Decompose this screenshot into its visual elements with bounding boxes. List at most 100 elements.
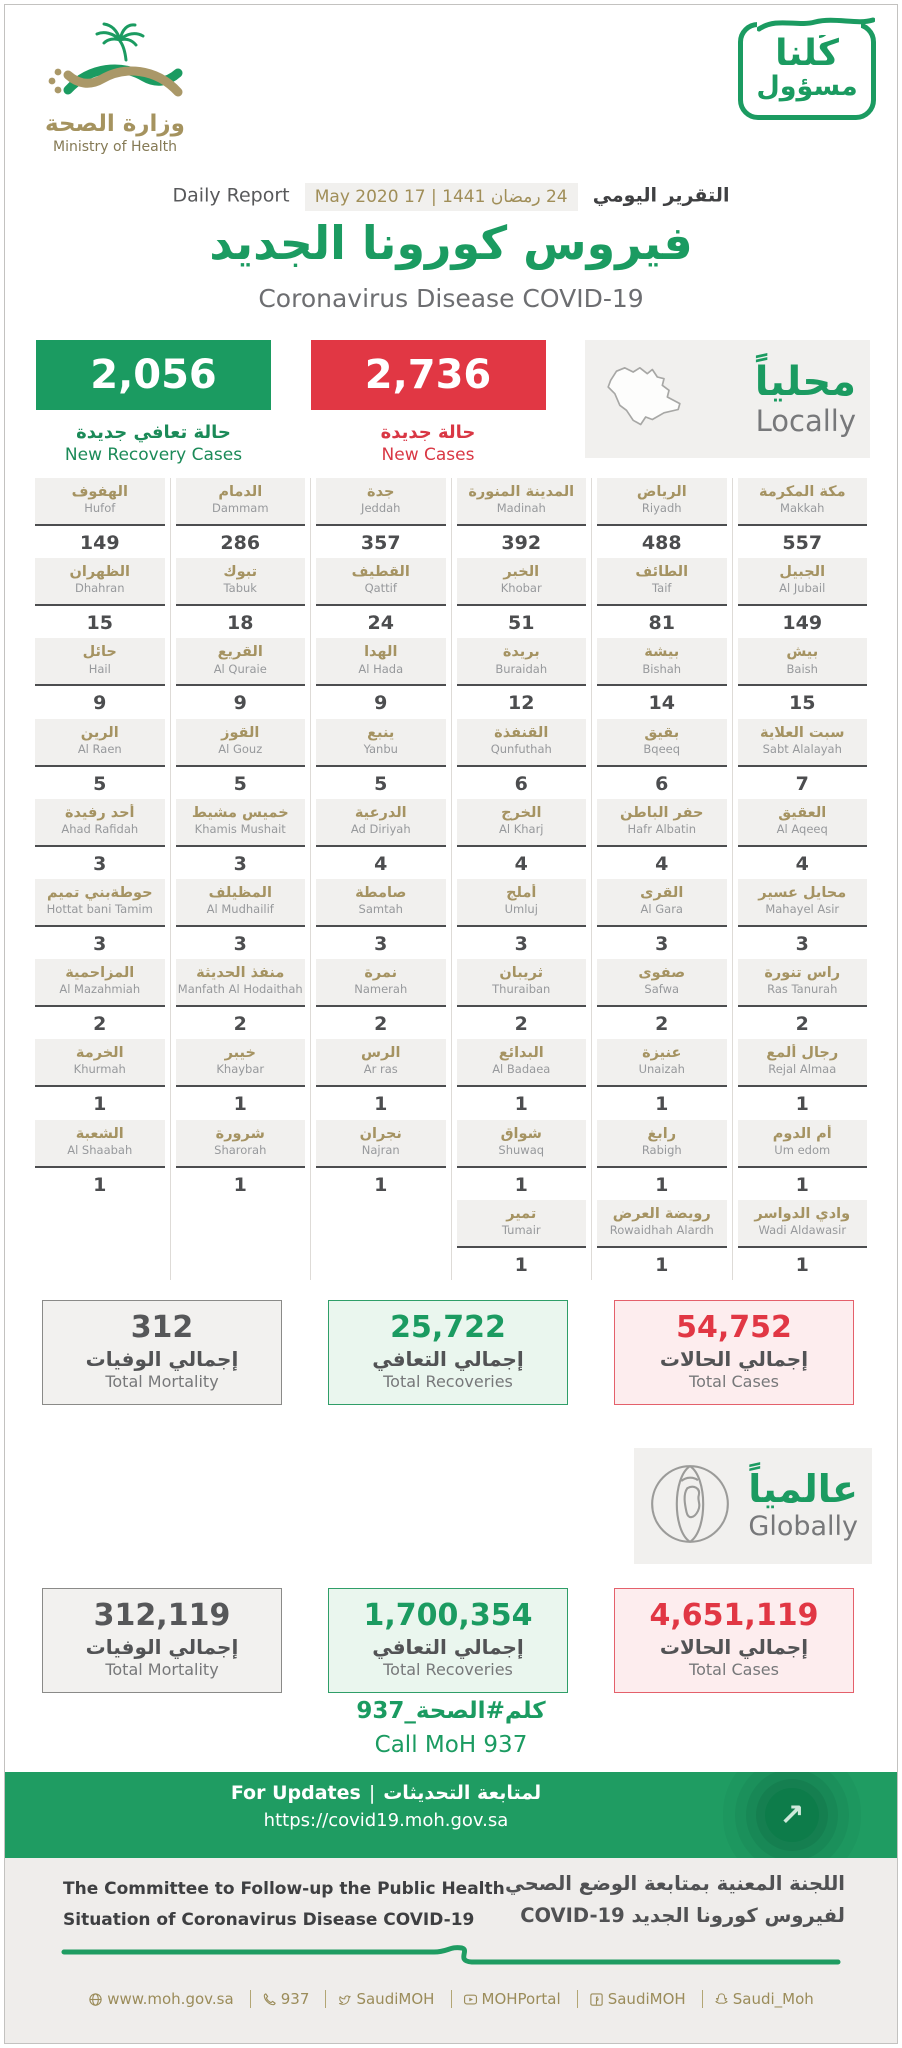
contact-snapchat[interactable]: Saudi_Moh <box>701 1989 814 2008</box>
city-header: أملج Umluj <box>456 878 586 927</box>
contact-youtube[interactable]: MOHPortal <box>450 1989 561 2008</box>
city-cell: القرى Al Gara 3 <box>592 878 732 959</box>
city-cell: منفذ الحديثة Manfath Al Hodaithah 2 <box>171 959 311 1039</box>
updates-url[interactable]: https://covid19.moh.gov.sa <box>263 1810 509 1831</box>
city-name-arabic: المزاحمية <box>65 965 135 982</box>
city-name-english: Al Raen <box>77 741 122 756</box>
city-case-count: 1 <box>795 1253 809 1276</box>
city-header: الرين Al Raen <box>35 718 165 767</box>
city-name-arabic: بريدة <box>502 644 540 661</box>
city-cell: أم الدوم Um edom 1 <box>733 1119 873 1200</box>
city-header: وادي الدواسر Wadi Aldawasir <box>737 1199 867 1248</box>
city-name-english: Khaybar <box>216 1062 265 1077</box>
total-recoveries-label-en: Total Recoveries <box>383 1371 513 1391</box>
updates-label-ar: لمتابعة التحديثات <box>383 1782 542 1804</box>
city-case-count: 12 <box>508 692 535 715</box>
city-name-arabic: وادي الدواسر <box>754 1205 851 1222</box>
city-header: المظيلف Al Mudhailif <box>175 878 305 927</box>
badge-line1: كُلنا <box>775 33 839 74</box>
city-name-arabic: الرس <box>361 1045 401 1062</box>
city-case-count: 286 <box>220 532 261 554</box>
city-header: شواق Shuwaq <box>456 1119 586 1168</box>
contact-phone[interactable]: 937 <box>249 1989 310 2008</box>
call-moh-arabic: كلم#الصحة_937 <box>356 1698 546 1724</box>
city-header: القرى Al Gara <box>597 878 727 927</box>
city-name-english: Wadi Aldawasir <box>758 1222 847 1237</box>
committee-en-line2: Situation of Coronavirus Disease COVID-1… <box>63 1909 475 1930</box>
city-case-count: 9 <box>233 692 247 715</box>
global-mortality-box: 312,119 إجمالي الوفيات Total Mortality <box>42 1588 282 1694</box>
city-name-arabic: الطائف <box>635 564 689 581</box>
city-name-english: Khamis Mushait <box>194 821 286 836</box>
city-case-count: 1 <box>655 1093 669 1116</box>
contact-facebook-label: SaudiMOH <box>607 1989 686 2008</box>
city-name-arabic: نجران <box>359 1125 402 1142</box>
city-header: صامطة Samtah <box>316 878 446 927</box>
city-name-english: Thuraiban <box>492 982 551 997</box>
daily-report-label-ar: التقرير اليومي <box>592 184 730 207</box>
city-name-arabic: حوطةبني تميم <box>46 884 153 901</box>
city-cell: راس تنورة Ras Tanurah 2 <box>733 959 873 1039</box>
city-name-arabic: الهدا <box>364 644 398 661</box>
city-cell: الدمام Dammam 286 <box>171 478 311 558</box>
city-header: نجران Najran <box>316 1119 446 1168</box>
city-name-english: Dammam <box>211 501 269 516</box>
contact-facebook[interactable]: SaudiMOH <box>576 1989 686 2008</box>
city-header: محايل عسير Mahayel Asir <box>737 878 867 927</box>
city-case-count: 392 <box>501 532 542 554</box>
city-cell: شواق Shuwaq 1 <box>452 1119 592 1200</box>
badge-line2: مسؤول <box>756 70 858 102</box>
new-stats-row: 2,056 حالة تعافي جديدة New Recovery Case… <box>36 340 870 465</box>
city-case-count: 1 <box>514 1173 528 1196</box>
city-cell: القوز Al Gouz 5 <box>171 718 311 799</box>
city-header: الجبيل Al Jubail <box>737 558 867 607</box>
total-recoveries-label-ar: إجمالي التعافي <box>372 1346 524 1371</box>
city-name-arabic: شواق <box>500 1125 542 1142</box>
new-cases-label-ar: حالة جديدة <box>380 422 476 443</box>
global-cases-value: 4,651,119 <box>649 1598 819 1633</box>
contact-phone-label: 937 <box>280 1989 310 2008</box>
city-header: رجال ألمع Rejal Almaa <box>737 1039 867 1088</box>
city-case-count: 6 <box>655 772 669 795</box>
city-case-count: 5 <box>93 772 107 795</box>
city-name-arabic: راس تنورة <box>764 965 841 982</box>
city-case-count: 15 <box>86 612 113 635</box>
twitter-icon <box>337 1990 356 2008</box>
city-case-count: 14 <box>648 692 675 715</box>
contact-twitter[interactable]: SaudiMOH <box>325 1989 434 2008</box>
city-case-count: 1 <box>655 1253 669 1276</box>
total-mortality-box: 312 إجمالي الوفيات Total Mortality <box>42 1300 282 1406</box>
city-name-english: Khobar <box>500 581 542 596</box>
cities-grid: مكة المكرمة Makkah 557 الجبيل Al Jubail 149 بي… <box>30 478 872 1280</box>
city-name-arabic: الخبر <box>503 564 540 581</box>
city-name-english: Al Gouz <box>218 741 263 756</box>
city-name-arabic: القوز <box>221 724 260 741</box>
city-cell: نجران Najran 1 <box>311 1119 451 1200</box>
local-totals-row: 312 إجمالي الوفيات Total Mortality 25,72… <box>42 1300 854 1406</box>
city-name-arabic: رجال ألمع <box>766 1045 839 1062</box>
city-name-arabic: منفذ الحديثة <box>196 965 285 982</box>
city-name-arabic: رويضة العرض <box>612 1205 711 1222</box>
city-cell: شرورة Sharorah 1 <box>171 1119 311 1200</box>
city-name-arabic: ثريبان <box>499 965 544 982</box>
city-name-english: Ad Diriyah <box>350 821 411 836</box>
city-name-english: Baish <box>786 661 818 676</box>
city-case-count: 2 <box>233 1013 247 1036</box>
contact-website-label: www.moh.gov.sa <box>107 1989 234 2008</box>
city-header: مكة المكرمة Makkah <box>737 478 867 526</box>
city-case-count: 5 <box>374 772 388 795</box>
city-cell: تمير Tumair 1 <box>452 1199 592 1280</box>
city-name-english: Hottat bani Tamim <box>46 902 153 917</box>
city-cell: الطائف Taif 81 <box>592 558 732 638</box>
city-name-english: Riyadh <box>641 501 682 516</box>
city-name-arabic: القرى <box>640 884 684 901</box>
city-name-english: Najran <box>361 1142 400 1157</box>
city-name-arabic: أم الدوم <box>772 1125 832 1142</box>
city-cell: الخبر Khobar 51 <box>452 558 592 638</box>
locally-label-en: Locally <box>755 403 856 438</box>
kulna-masoul-badge: كُلنا مسؤول <box>738 13 876 120</box>
youtube-icon <box>463 1990 482 2008</box>
contact-website[interactable]: www.moh.gov.sa <box>88 1989 234 2008</box>
page-title-arabic: فيروس كورونا الجديد <box>209 216 693 270</box>
new-recoveries-label-en: New Recovery Cases <box>64 445 243 465</box>
